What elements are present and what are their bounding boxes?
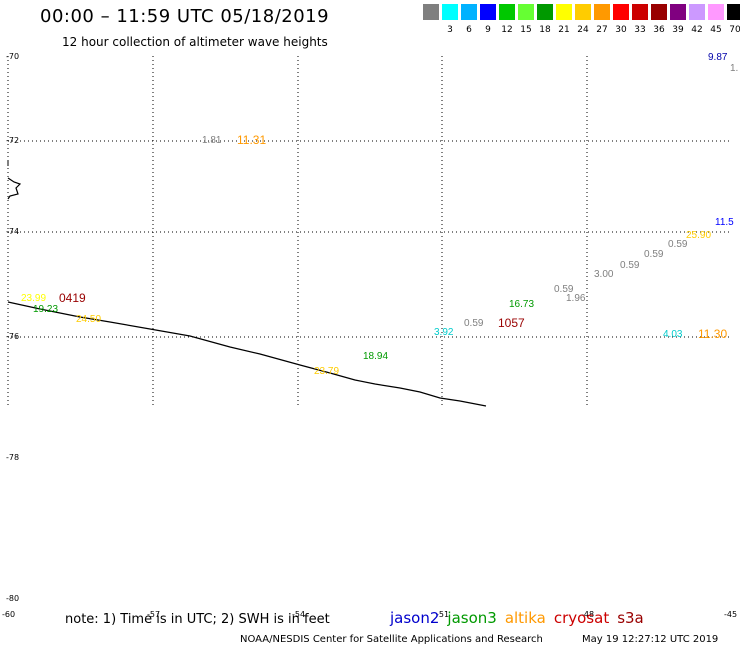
observation: 23.99 xyxy=(21,293,46,304)
observation: 23.79 xyxy=(314,366,339,377)
observation: 1. xyxy=(730,63,738,74)
observation: 0.59 xyxy=(554,284,574,295)
observation: 0419 xyxy=(59,291,86,305)
satellite-label: s3a xyxy=(617,609,644,627)
scale-label: 18 xyxy=(539,25,551,35)
scale-swatch xyxy=(613,4,629,20)
lat-gridlines xyxy=(8,140,732,338)
scale-swatch xyxy=(670,4,686,20)
observation: 11.5 xyxy=(715,217,734,228)
lat-label: -78 xyxy=(6,453,19,462)
island-outline xyxy=(7,177,22,200)
observation: 4.03 xyxy=(663,329,683,340)
scale-swatch xyxy=(423,4,439,20)
lat-label: -72 xyxy=(6,136,19,145)
scale-label: 33 xyxy=(634,25,646,35)
lat-label: -76 xyxy=(6,332,19,341)
satellite-label: jason2 xyxy=(390,609,440,627)
scale-label: 39 xyxy=(672,25,684,35)
lat-label: -80 xyxy=(6,594,19,603)
lon-label: -48 xyxy=(581,610,594,619)
observation: 16.73 xyxy=(509,299,534,310)
observation: 25.90 xyxy=(686,230,711,241)
observation: 3.00 xyxy=(594,269,614,280)
scale-swatch xyxy=(651,4,667,20)
observation: 0.59 xyxy=(644,249,664,260)
observation: 19.23 xyxy=(33,304,58,315)
observation: 18.94 xyxy=(363,351,388,362)
observation: 1.81 xyxy=(202,135,222,146)
satellite-legend: jason2 jason3 altika cryosat s3a xyxy=(390,609,652,627)
observation: 11.31 xyxy=(237,133,266,147)
scale-swatch xyxy=(632,4,648,20)
footer-note: note: 1) Time is in UTC; 2) SWH is in fe… xyxy=(65,612,330,627)
scale-swatch xyxy=(518,4,534,20)
observation: 1057 xyxy=(498,316,525,330)
observation: 0.59 xyxy=(668,239,688,250)
page-subtitle: 12 hour collection of altimeter wave hei… xyxy=(62,35,328,49)
scale-swatch xyxy=(594,4,610,20)
lon-label: -45 xyxy=(724,610,737,619)
observation: 9.87 xyxy=(708,52,728,63)
generated-timestamp: May 19 12:27:12 UTC 2019 xyxy=(582,634,719,645)
scale-swatch xyxy=(708,4,724,20)
scale-label: 27 xyxy=(596,25,608,35)
observation: 11.30 xyxy=(698,327,727,341)
scale-label: 70 xyxy=(729,25,740,35)
lon-label: -54 xyxy=(292,610,305,619)
lat-label: -70 xyxy=(6,52,19,61)
page-title: 00:00 – 11:59 UTC 05/18/2019 xyxy=(40,6,330,27)
credit-line: NOAA/NESDIS Center for Satellite Applica… xyxy=(240,634,543,645)
scale-swatch xyxy=(575,4,591,20)
observations: 9.87 1. 1.81 11.31 11.5 25.90 0.59 0.59 … xyxy=(21,52,738,377)
observation: 24.50 xyxy=(76,314,101,325)
scale-label: 45 xyxy=(710,25,722,35)
scale-label: 21 xyxy=(558,25,570,35)
scale-label: 12 xyxy=(501,25,513,35)
lon-gridlines xyxy=(7,56,588,406)
lon-label: -51 xyxy=(436,610,449,619)
scale-label: 6 xyxy=(466,25,472,35)
scale-label: 15 xyxy=(520,25,532,35)
scale-label: 42 xyxy=(691,25,703,35)
scale-swatch xyxy=(556,4,572,20)
lon-label: -57 xyxy=(147,610,160,619)
observation: 3.92 xyxy=(434,327,454,338)
satellite-label: cryosat xyxy=(553,609,610,627)
scale-label: 3 xyxy=(447,25,453,35)
scale-swatch xyxy=(480,4,496,20)
observation: 0.59 xyxy=(464,318,484,329)
lat-label: -74 xyxy=(6,227,19,236)
scale-label: 24 xyxy=(577,25,589,35)
scale-swatch xyxy=(727,4,740,20)
coastline xyxy=(7,301,487,407)
scale-swatch xyxy=(689,4,705,20)
scale-swatch xyxy=(442,4,458,20)
satellite-label: altika xyxy=(504,609,546,627)
scale-label: 30 xyxy=(615,25,627,35)
scale-swatch xyxy=(499,4,515,20)
scale-label: 9 xyxy=(485,25,491,35)
scale-swatch xyxy=(461,4,477,20)
observation: 1.96 xyxy=(566,293,586,304)
lon-label: -60 xyxy=(2,610,15,619)
scale-swatch xyxy=(537,4,553,20)
observation: 0.59 xyxy=(620,260,640,271)
scale-label: 36 xyxy=(653,25,665,35)
satellite-label: jason3 xyxy=(447,609,497,627)
